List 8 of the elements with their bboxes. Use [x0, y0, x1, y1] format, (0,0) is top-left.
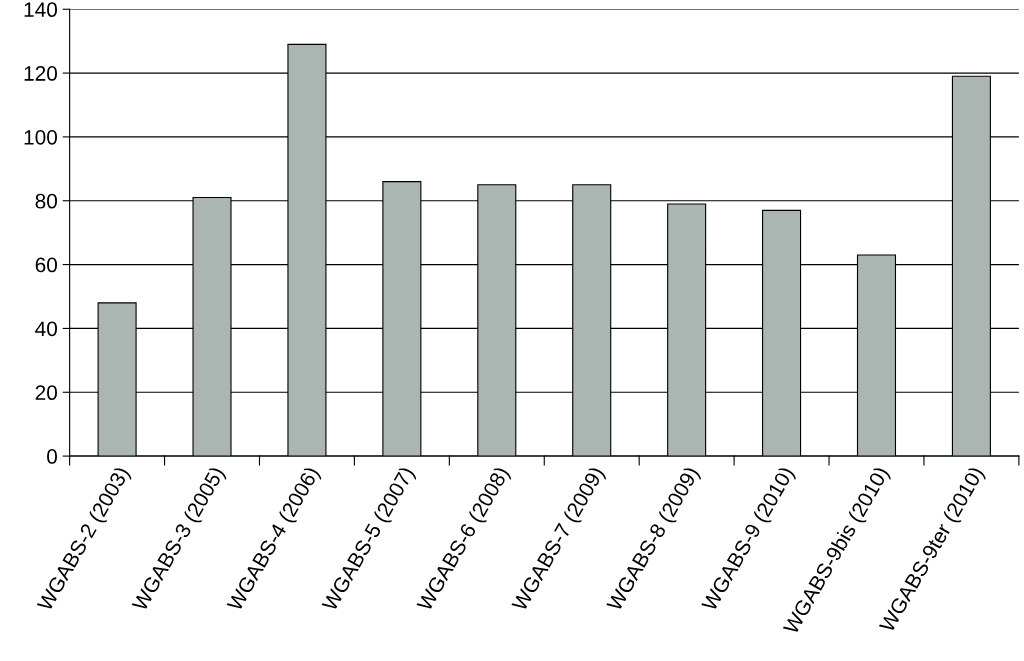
y-tick-label: 40: [35, 321, 58, 337]
y-tick-label: 100: [24, 129, 58, 145]
y-tick-label: 20: [35, 385, 58, 401]
y-tick-label: 140: [24, 2, 58, 18]
y-tick-label: 60: [35, 257, 58, 273]
y-tick-label: 120: [24, 66, 58, 81]
y-tick-label: 80: [35, 193, 58, 209]
y-tick-label: 0: [47, 449, 58, 464]
